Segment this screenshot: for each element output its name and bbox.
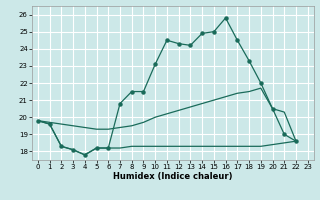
X-axis label: Humidex (Indice chaleur): Humidex (Indice chaleur) <box>113 172 233 181</box>
